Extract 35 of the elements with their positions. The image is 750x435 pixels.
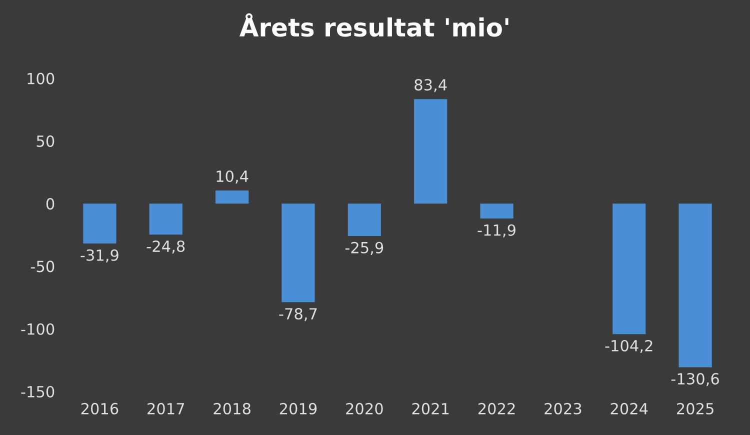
x-tick-label: 2020 (346, 402, 383, 414)
bar (612, 204, 646, 334)
data-label: -24,8 (146, 240, 185, 254)
x-tick-label: 2019 (280, 402, 317, 414)
x-tick-label: 2025 (676, 402, 714, 414)
data-label: -25,9 (345, 242, 384, 255)
y-tick-label: -100 (21, 323, 54, 335)
bar (678, 204, 712, 368)
data-label: -104,2 (605, 340, 652, 354)
y-tick-label: 50 (36, 135, 54, 147)
bar (83, 204, 116, 244)
bar (149, 204, 182, 235)
chart-title: Årets resultat 'mio' (239, 13, 508, 37)
x-tick-label: 2016 (81, 402, 118, 414)
x-tick-label: 2022 (478, 402, 515, 414)
y-tick-label: -150 (21, 386, 54, 398)
x-tick-label: 2017 (148, 402, 184, 414)
x-tick-label: 2021 (412, 402, 449, 414)
y-tick-label: -50 (30, 260, 54, 272)
bar (216, 190, 249, 204)
bar (282, 204, 315, 302)
x-tick-label: 2018 (214, 402, 250, 414)
data-label: -11,9 (478, 224, 516, 238)
bar (348, 204, 381, 236)
data-label: -31,9 (80, 249, 118, 262)
y-tick-label: 0 (46, 198, 54, 210)
data-label: 83,4 (414, 79, 447, 92)
data-label: 10,4 (216, 170, 248, 184)
x-tick-label: 2023 (544, 402, 582, 414)
bar (414, 99, 448, 204)
y-tick-label: 100 (28, 72, 54, 84)
bar (480, 204, 514, 218)
data-label: -78,7 (279, 308, 317, 322)
x-tick-label: 2024 (610, 402, 648, 414)
data-label: -130,6 (671, 373, 719, 386)
